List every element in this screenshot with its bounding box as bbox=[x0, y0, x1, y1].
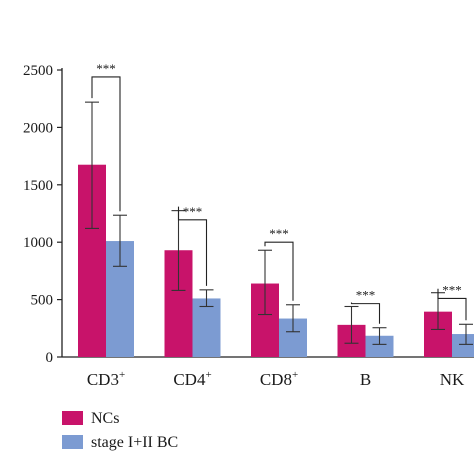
significance-stars: *** bbox=[442, 282, 462, 297]
legend-swatch-0 bbox=[62, 411, 83, 425]
significance-bracket bbox=[177, 206, 208, 286]
significance-stars: *** bbox=[269, 226, 289, 241]
bar-bc-nk bbox=[452, 334, 474, 357]
x-tick-label-nk: NK bbox=[440, 370, 465, 389]
significance-bracket bbox=[437, 288, 467, 321]
y-tick-label: 2000 bbox=[23, 120, 53, 136]
chart-labels: CD3+ CD4+ CD8+ B NK bbox=[87, 369, 465, 389]
significance-bracket bbox=[350, 302, 381, 324]
significance-stars: *** bbox=[183, 204, 203, 219]
chart-bars bbox=[78, 164, 474, 357]
bar-bc-b bbox=[365, 335, 394, 357]
significance-bracket bbox=[91, 76, 121, 212]
significance-stars: *** bbox=[356, 288, 376, 303]
x-tick-label-cd4: CD4+ bbox=[173, 369, 211, 389]
y-tick-label: 2500 bbox=[23, 63, 53, 79]
legend-label-0: NCs bbox=[91, 410, 119, 427]
x-tick-label-cd8: CD8+ bbox=[260, 369, 298, 389]
legend-swatch-1 bbox=[62, 435, 83, 449]
y-tick-label: 1500 bbox=[23, 178, 53, 194]
y-tick-label: 1000 bbox=[23, 235, 53, 251]
significance-stars: *** bbox=[96, 61, 116, 76]
x-tick-label-b: B bbox=[360, 370, 371, 389]
chart-significance-brackets: *** *** *** *** *** bbox=[91, 61, 467, 324]
bar-bc-cd4 bbox=[192, 298, 221, 357]
x-tick-label-cd3: CD3+ bbox=[87, 369, 125, 389]
legend-label-1: stage I+II BC bbox=[91, 434, 178, 451]
chart-legend: NCs stage I+II BC bbox=[62, 410, 178, 451]
y-tick-label: 500 bbox=[31, 293, 54, 309]
y-tick-label: 0 bbox=[46, 350, 54, 366]
significance-bracket bbox=[264, 241, 294, 301]
